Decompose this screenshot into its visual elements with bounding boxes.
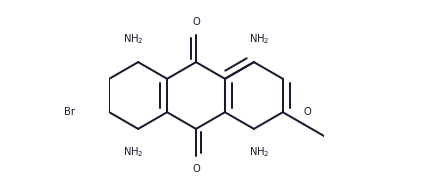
Text: NH$_2$: NH$_2$ — [123, 32, 143, 46]
Text: O: O — [304, 107, 311, 117]
Text: O: O — [192, 164, 200, 174]
Text: NH$_2$: NH$_2$ — [249, 32, 269, 46]
Text: Br: Br — [65, 107, 75, 117]
Text: NH$_2$: NH$_2$ — [123, 145, 143, 159]
Text: NH$_2$: NH$_2$ — [249, 145, 269, 159]
Text: O: O — [192, 17, 200, 27]
